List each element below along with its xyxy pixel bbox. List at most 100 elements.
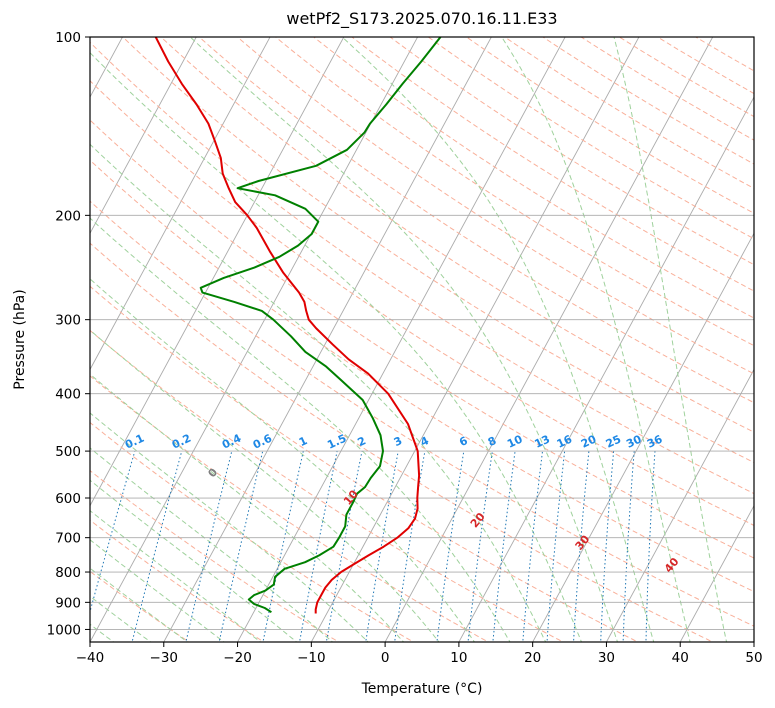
moist-adiabat-label: 20: [468, 510, 488, 530]
x-axis-label: Temperature (°C): [361, 681, 483, 697]
mixing-ratio-line: [262, 450, 304, 642]
dry-adiabat-line: [122, 37, 754, 464]
mixing-ratio-line: [467, 451, 493, 642]
mixing-ratio-line: [546, 451, 566, 642]
isotherm-line: [605, 368, 754, 642]
dry-adiabat-line: [90, 200, 754, 627]
mixing-ratio-label: 13: [533, 433, 552, 451]
dry-adiabat-line: [236, 37, 754, 375]
mixing-ratio-label: 36: [645, 432, 665, 450]
dry-adiabat-line: [427, 37, 754, 240]
chart-title: wetPf2_S173.2025.070.16.11.E33: [286, 9, 558, 28]
isotherm-line: [532, 232, 754, 642]
mixing-ratio-label: 25: [604, 433, 623, 451]
mixing-ratio-label: 1: [297, 434, 309, 449]
y-tick-label: 100: [55, 30, 81, 46]
dry-adiabat-line: [90, 159, 754, 593]
isotherm-line: [679, 504, 754, 642]
dry-adiabat-line: [90, 421, 415, 642]
y-tick-label: 200: [55, 208, 81, 224]
moist-adiabat-line: [90, 217, 511, 642]
isotherm-line: [458, 96, 754, 642]
x-tick-label: 50: [745, 650, 762, 666]
dry-adiabat-line: [198, 37, 754, 404]
isotherm-line: [90, 37, 271, 371]
x-tick-label: −40: [76, 650, 105, 666]
y-tick-label: 500: [55, 444, 81, 460]
moist-adiabat-line: [90, 412, 369, 642]
dry-adiabat-line: [160, 37, 754, 433]
plot-frame: [89, 36, 755, 643]
dry-adiabat-line: [274, 37, 754, 347]
mixing-ratio-label: 0.2: [170, 432, 193, 452]
moist-adiabat-line: [90, 278, 476, 642]
mixing-ratio-label: 30: [624, 432, 644, 450]
plot-area: -100-90-80-70-60-50-40-30-20-10010203040…: [90, 37, 754, 642]
mixing-ratio-label: 0.1: [123, 432, 146, 452]
moist-adiabat-line: [90, 143, 547, 642]
moist-adiabat-line: [90, 510, 262, 642]
isotherm-line: [310, 37, 640, 642]
y-tick-label: 400: [55, 387, 81, 403]
moist-adiabat-line: [90, 479, 298, 642]
y-tick-label: 700: [55, 531, 81, 547]
mixing-ratio-line: [492, 451, 516, 642]
dry-adiabat-line: [503, 37, 754, 189]
x-tick-label: 40: [672, 650, 689, 666]
isotherm-line: [90, 37, 197, 235]
isotherm-line: [90, 37, 345, 507]
temperature-profile: [154, 37, 421, 614]
dry-adiabat-line: [90, 570, 190, 642]
mixing-ratio-label: 0.6: [251, 431, 274, 451]
mixing-ratio-label: 20: [579, 432, 599, 450]
isotherm-line: [753, 641, 754, 642]
x-tick-label: 0: [381, 650, 390, 666]
dry-adiabat-line: [90, 242, 714, 642]
mixing-ratio-line: [218, 450, 264, 642]
x-tick-label: −10: [297, 650, 326, 666]
mixing-ratio-line: [131, 450, 183, 642]
dry-adiabat-line: [351, 37, 754, 292]
mixing-ratio-label: 10: [505, 432, 525, 450]
moist-adiabat-line: [90, 329, 440, 642]
dry-adiabat-line: [90, 119, 754, 559]
x-tick-label: −20: [223, 650, 252, 666]
moist-adiabat-line: [90, 447, 334, 642]
dry-adiabat-line: [90, 519, 265, 642]
y-tick-label: 300: [55, 313, 81, 329]
y-tick-label: 1000: [47, 622, 81, 638]
dry-adiabat-line: [90, 329, 565, 642]
mixing-ratio-line: [645, 451, 656, 642]
x-tick-label: 30: [598, 650, 615, 666]
x-tick-label: 10: [450, 650, 467, 666]
y-tick-label: 800: [55, 565, 81, 581]
dry-adiabat-line: [389, 37, 754, 266]
isotherm-line: [237, 37, 566, 642]
moist-adiabat-label: 10: [341, 487, 361, 507]
dry-adiabat-line: [90, 80, 754, 526]
moist-adiabat-line: [613, 37, 728, 642]
mixing-ratio-label: 3: [392, 434, 404, 449]
mixing-ratio-label: 4: [418, 434, 431, 449]
mixing-ratio-line: [185, 450, 233, 642]
dry-adiabat-line: [90, 41, 754, 495]
dry-adiabat-line: [694, 37, 754, 72]
x-tick-label: −30: [150, 650, 179, 666]
moist-adiabat-line: [341, 37, 655, 642]
mixing-ratio-line: [325, 451, 363, 642]
mixing-ratio-line: [299, 451, 338, 642]
moist-adiabat-line: [90, 373, 405, 642]
moist-adiabat-label: 0: [205, 466, 220, 480]
mixing-ratio-label: 2: [356, 434, 368, 449]
moist-adiabat-line: [90, 567, 189, 642]
x-tick-label: 20: [524, 650, 541, 666]
moist-adiabat-line: [90, 539, 225, 642]
dry-adiabat-line: [312, 37, 754, 319]
y-axis-label: Pressure (hPa): [12, 289, 28, 389]
dry-adiabat-line: [90, 375, 490, 642]
dewpoint-profile: [199, 37, 442, 614]
mixing-ratio-line: [436, 451, 465, 642]
isotherm-line: [384, 37, 714, 642]
